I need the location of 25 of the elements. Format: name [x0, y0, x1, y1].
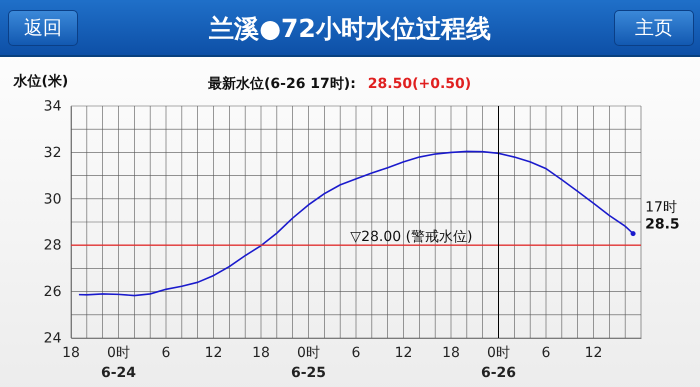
text: 28.50(+0.50)	[368, 76, 472, 92]
y-tick-label: 28	[44, 238, 62, 254]
y-tick-label: 30	[44, 191, 62, 208]
x-tick-label: 12	[204, 345, 222, 361]
x-tick-label: 0时 6-25	[290, 345, 326, 381]
x-tick-label: 18	[252, 345, 270, 361]
x-tick-label: 6	[352, 345, 361, 361]
y-tick-label: 34	[44, 98, 62, 114]
y-axis-title: 水位(米)	[12, 74, 68, 90]
x-tick-label: 0时 6-24	[100, 345, 136, 381]
y-tick-label: 32	[44, 144, 62, 161]
x-tick-label: 18	[62, 345, 80, 361]
annotation: 17时 28.5	[645, 200, 680, 233]
x-tick-label: 6	[542, 345, 551, 361]
x-tick-label: 18	[442, 345, 460, 361]
y-tick-label: 24	[44, 330, 62, 346]
back-button[interactable]: 返回	[8, 10, 78, 46]
y-tick-label: 26	[44, 284, 62, 300]
chart-title: 兰溪●72小时水位过程线	[209, 14, 491, 43]
x-tick-label: 12	[584, 345, 602, 361]
chart-subtitle: 最新水位(6-26 17时):	[208, 76, 356, 92]
x-tick-label: 0时 6-26	[480, 345, 516, 381]
x-tick-label: 12	[394, 345, 412, 361]
x-tick-label: 6	[162, 345, 171, 361]
home-button[interactable]: 主页	[614, 10, 694, 46]
